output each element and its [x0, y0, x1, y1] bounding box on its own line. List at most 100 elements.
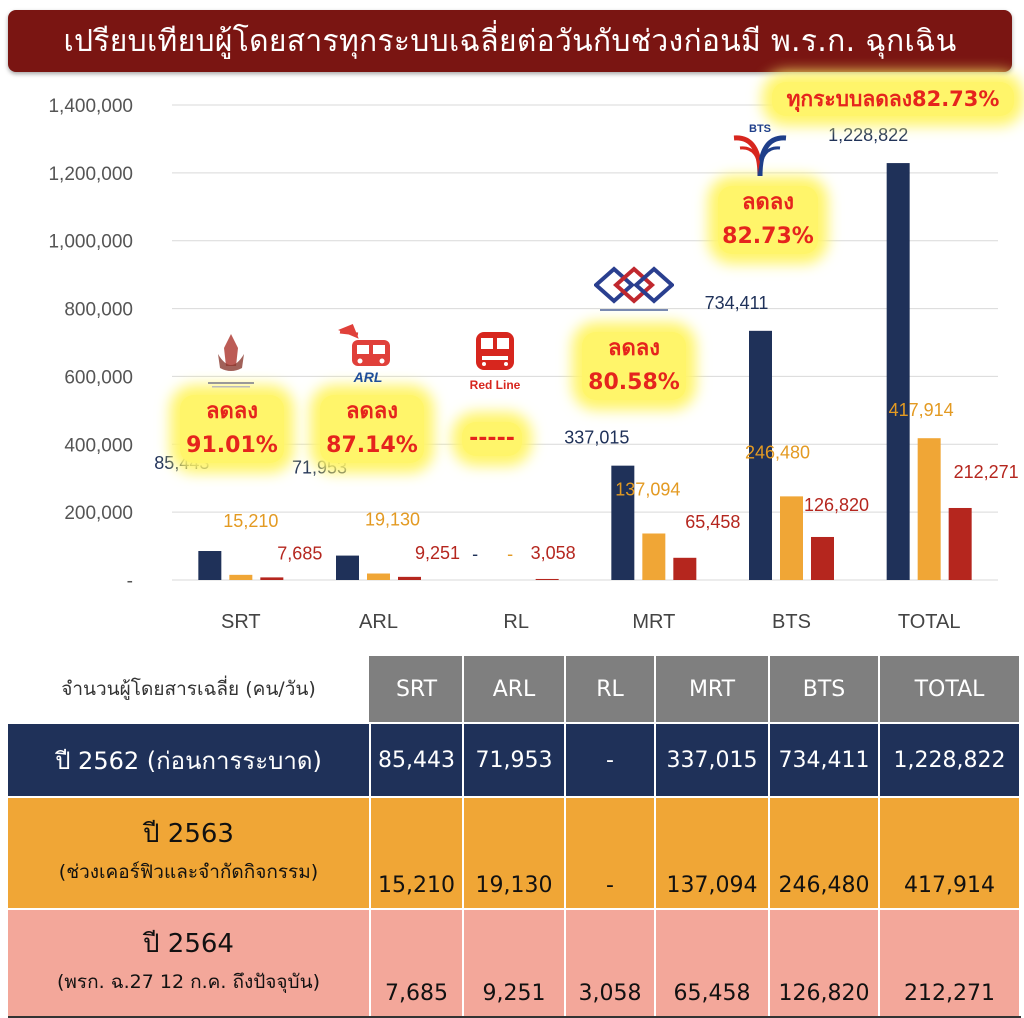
bar [198, 551, 222, 580]
y-tick-label: 1,200,000 [48, 164, 133, 185]
bar [260, 577, 284, 580]
table-header-row: จำนวนผู้โดยสารเฉลี่ย (คน/วัน) SRT ARL RL… [8, 656, 1021, 724]
arl-decrease-label: ลดลง [346, 399, 398, 424]
row-2563-bts: 246,480 [769, 797, 880, 910]
row-2564-bts: 126,820 [769, 909, 880, 1018]
row-2562-arl: 71,953 [463, 723, 566, 798]
y-tick-label: 200,000 [64, 503, 133, 524]
row-2563-label-cell: ปี 2563 (ช่วงเคอร์ฟิวและจำกัดกิจกรรม) [8, 797, 371, 910]
data-label: 246,480 [745, 442, 810, 462]
x-tick-label: ARL [359, 611, 398, 633]
y-tick-label: - [127, 571, 133, 592]
arl-decrease-percent: 87.14% [326, 433, 418, 458]
data-label: 9,251 [415, 543, 460, 563]
table-row-2562: ปี 2562 (ก่อนการระบาด) 85,443 71,953 - 3… [8, 723, 1021, 798]
x-tick-label: BTS [772, 611, 811, 633]
bar [611, 465, 635, 580]
rl-decrease-label: ----- [469, 426, 515, 451]
bar [229, 574, 253, 580]
row-2563-mrt: 137,094 [655, 797, 770, 910]
bar [780, 496, 803, 580]
row-2564-total: 212,271 [879, 909, 1021, 1018]
row-2562-srt: 85,443 [370, 723, 464, 798]
row-2564-label: ปี 2564 [143, 929, 234, 959]
x-tick-label: TOTAL [898, 611, 961, 633]
row-2563-sublabel: (ช่วงเคอร์ฟิวและจำกัดกิจกรรม) [58, 861, 319, 883]
row-2563-rl: - [565, 797, 656, 910]
row-2563-srt: 15,210 [370, 797, 464, 910]
bar [398, 576, 421, 580]
redline-logo-icon: Red Line [470, 332, 521, 392]
y-tick-label: 1,400,000 [48, 96, 133, 117]
bar [886, 163, 910, 580]
bar [811, 536, 834, 580]
data-label: 212,271 [954, 462, 1019, 482]
srt-decrease-label: ลดลง [206, 399, 258, 424]
data-label: 3,058 [531, 543, 576, 563]
x-tick-label: RL [503, 611, 529, 633]
data-label: 126,820 [804, 495, 869, 515]
bar-chart: - 200,000 400,000 600,000 800,000 1,000,000 1,… [48, 96, 1019, 633]
bar [948, 507, 972, 580]
row-2563-arl: 19,130 [463, 797, 566, 910]
data-label: 19,130 [365, 510, 420, 530]
table-row-2563: ปี 2563 (ช่วงเคอร์ฟิวและจำกัดกิจกรรม) 15… [8, 797, 1021, 910]
bts-logo-text: BTS [749, 123, 771, 135]
bts-decrease-callout: ลดลง 82.73% [718, 186, 818, 254]
data-label: 337,015 [564, 428, 629, 448]
chart-title: เปรียบเทียบผู้โดยสารทุกระบบเฉลี่ยต่อวันก… [8, 10, 1012, 72]
bts-decrease-label: ลดลง [742, 190, 794, 215]
table-header-arl: ARL [463, 656, 566, 724]
bar [642, 533, 666, 580]
row-2564-sublabel: (พรก. ฉ.27 12 ก.ค. ถึงปัจจุบัน) [56, 971, 321, 993]
table-header-total: TOTAL [879, 656, 1021, 724]
x-tick-label: SRT [221, 611, 261, 633]
arl-decrease-callout: ลดลง 87.14% [320, 395, 424, 463]
data-label: 137,094 [615, 479, 680, 499]
bar [749, 330, 772, 580]
row-2563-label: ปี 2563 [143, 819, 234, 849]
row-2564-mrt: 65,458 [655, 909, 770, 1018]
table-row-2564: ปี 2564 (พรก. ฉ.27 12 ก.ค. ถึงปัจจุบัน) … [8, 909, 1021, 1018]
data-label: 734,411 [705, 293, 769, 313]
total-decrease-label: ทุกระบบลดลง82.73% [786, 87, 1000, 111]
srt-emblem-icon [208, 334, 254, 388]
y-tick-label: 400,000 [64, 435, 133, 456]
arl-logo-text: ARL [353, 369, 383, 384]
arl-logo-icon: ARL [338, 324, 390, 384]
bar [535, 578, 559, 580]
bts-decrease-percent: 82.73% [722, 224, 814, 249]
bar [673, 557, 697, 580]
mrt-decrease-label: ลดลง [608, 336, 660, 361]
table-header-rl: RL [565, 656, 656, 724]
data-label: 417,914 [889, 400, 954, 420]
row-2564-srt: 7,685 [370, 909, 464, 1018]
bar [917, 438, 941, 580]
table-header-mrt: MRT [655, 656, 770, 724]
x-tick-label: MRT [632, 611, 675, 633]
data-label: 15,210 [223, 511, 278, 531]
srt-decrease-callout: ลดลง 91.01% [180, 395, 284, 463]
data-label: 65,458 [685, 512, 740, 532]
redline-logo-text: Red Line [470, 378, 521, 392]
mrt-decrease-callout: ลดลง 80.58% [582, 332, 686, 400]
row-2562-label: ปี 2562 (ก่อนการระบาด) [8, 723, 371, 798]
y-tick-label: 800,000 [64, 300, 133, 321]
mrt-decrease-percent: 80.58% [588, 370, 680, 395]
total-decrease-callout: ทุกระบบลดลง82.73% [772, 82, 1014, 116]
row-2563-total: 417,914 [879, 797, 1021, 910]
row-2564-label-cell: ปี 2564 (พรก. ฉ.27 12 ก.ค. ถึงปัจจุบัน) [8, 909, 371, 1018]
row-2562-bts: 734,411 [769, 723, 880, 798]
srt-decrease-percent: 91.01% [186, 433, 278, 458]
data-label: 1,228,822 [828, 125, 908, 145]
data-label: 7,685 [277, 543, 322, 563]
passenger-table: จำนวนผู้โดยสารเฉลี่ย (คน/วัน) SRT ARL RL… [8, 656, 1021, 1018]
table-header-label: จำนวนผู้โดยสารเฉลี่ย (คน/วัน) [8, 656, 371, 724]
bar [367, 573, 390, 580]
bar [336, 555, 359, 580]
table-header-srt: SRT [370, 656, 464, 724]
data-label: - [472, 544, 478, 564]
rl-decrease-callout: ----- [462, 422, 522, 456]
mrt-logo-icon [594, 266, 674, 311]
bts-logo-icon: BTS [733, 123, 787, 177]
